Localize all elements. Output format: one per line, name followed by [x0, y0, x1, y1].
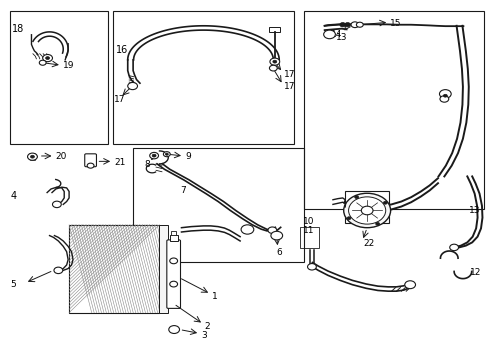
Text: 11: 11 [303, 226, 314, 235]
Circle shape [43, 54, 52, 62]
Text: 5: 5 [10, 280, 16, 289]
Bar [345, 191, 389, 223]
Circle shape [39, 60, 46, 65]
Text: 13: 13 [469, 206, 480, 215]
Circle shape [241, 225, 254, 234]
Circle shape [270, 58, 280, 65]
Circle shape [169, 325, 179, 333]
Circle shape [271, 231, 283, 240]
Text: 10: 10 [303, 217, 314, 226]
Text: 16: 16 [116, 45, 128, 55]
Circle shape [170, 258, 177, 264]
Circle shape [165, 153, 168, 155]
Text: 13: 13 [336, 33, 347, 42]
Circle shape [351, 22, 359, 28]
Circle shape [268, 227, 277, 233]
Circle shape [376, 222, 380, 225]
Text: 4: 4 [10, 191, 17, 201]
Circle shape [361, 206, 373, 215]
Text: 17: 17 [284, 70, 295, 79]
Text: 6: 6 [277, 248, 283, 257]
Text: 17: 17 [114, 95, 125, 104]
Circle shape [54, 267, 63, 274]
Circle shape [340, 23, 345, 27]
Circle shape [344, 23, 350, 27]
Text: 14: 14 [331, 30, 342, 39]
Circle shape [128, 82, 138, 90]
Circle shape [27, 153, 37, 160]
Circle shape [30, 155, 34, 158]
Text: 15: 15 [390, 19, 402, 28]
Text: 20: 20 [55, 152, 67, 161]
Text: 19: 19 [63, 62, 74, 71]
Bar [304, 12, 485, 209]
Circle shape [383, 201, 387, 204]
Bar [69, 225, 159, 313]
Circle shape [46, 57, 49, 59]
Text: 22: 22 [363, 239, 374, 248]
Text: 8: 8 [145, 161, 150, 170]
Circle shape [308, 264, 317, 270]
Circle shape [163, 152, 170, 157]
Bar [10, 12, 108, 144]
Text: 7: 7 [180, 186, 186, 195]
Text: 9: 9 [185, 152, 191, 161]
Circle shape [355, 196, 359, 199]
Circle shape [170, 281, 177, 287]
Circle shape [440, 96, 449, 102]
Circle shape [440, 90, 451, 98]
Text: 12: 12 [470, 268, 481, 277]
FancyBboxPatch shape [85, 154, 97, 167]
Text: 1: 1 [212, 292, 218, 301]
Text: 3: 3 [201, 331, 207, 340]
Bar [159, 225, 168, 313]
Text: 2: 2 [204, 322, 210, 331]
Circle shape [348, 197, 386, 224]
Bar [270, 27, 280, 32]
Bar [170, 234, 177, 241]
Circle shape [405, 281, 416, 289]
Text: 18: 18 [12, 24, 24, 35]
Circle shape [356, 22, 363, 27]
Circle shape [270, 65, 277, 71]
Circle shape [324, 30, 335, 39]
Circle shape [52, 201, 61, 208]
Circle shape [152, 154, 156, 157]
Bar [133, 148, 304, 262]
Bar [300, 226, 319, 248]
Circle shape [443, 94, 447, 97]
Text: 17: 17 [284, 82, 295, 91]
Circle shape [273, 60, 277, 63]
Circle shape [450, 244, 459, 251]
FancyBboxPatch shape [167, 240, 180, 309]
Circle shape [87, 163, 94, 168]
Circle shape [343, 193, 391, 228]
Bar [171, 231, 176, 234]
Circle shape [150, 152, 159, 159]
Circle shape [347, 217, 351, 220]
Bar [113, 12, 294, 144]
Text: 21: 21 [114, 158, 125, 167]
